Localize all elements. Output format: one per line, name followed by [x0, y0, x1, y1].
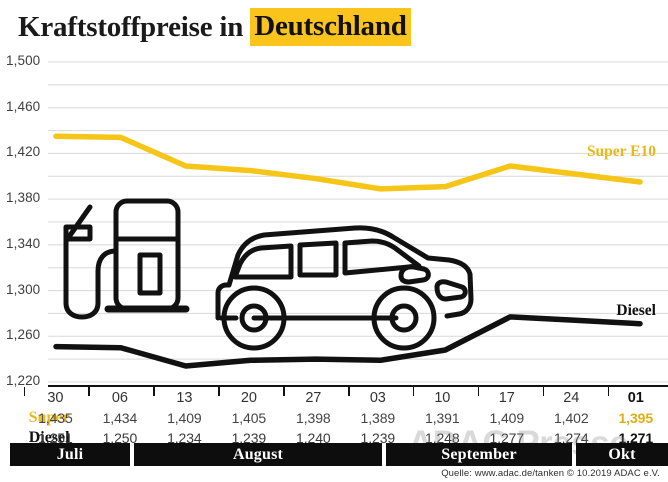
table-row-label-diesel: Diesel: [28, 429, 70, 446]
y-axis-tick-label: 1,420: [6, 144, 41, 160]
month-bar: September: [386, 443, 572, 466]
x-axis-tick: [607, 387, 610, 396]
y-axis-tick-label: 1,340: [6, 235, 41, 251]
series-line-super-e10: [53, 133, 643, 192]
title-highlight-text: Deutschland: [250, 8, 411, 46]
x-axis-tick: [153, 387, 155, 396]
table-cell: 1,271: [618, 430, 654, 446]
table-cell: 1,395: [618, 410, 654, 426]
chart-plot-area: 1,220 1,260 1,300 1,340 1,380 1,420 1,460 1,500: [0, 53, 668, 388]
table-cell: 13: [176, 389, 193, 406]
x-axis-tick: [542, 387, 545, 396]
x-axis-tick: [348, 387, 350, 396]
month-bars: Juli August September Okt: [0, 443, 668, 467]
table-row-diesel: Diesel 1,251 1,250 1,234 1,239 1,240 1,239 1,2…: [0, 428, 668, 448]
table-cell: 06: [111, 389, 128, 406]
series-label-super: Super E10: [586, 143, 656, 160]
table-cell: 1,409: [489, 410, 525, 426]
month-bar: Juli: [10, 443, 130, 466]
x-axis-tick: [477, 387, 480, 396]
table-row-label-super: Super: [28, 409, 70, 426]
table-cell: 01: [627, 389, 644, 406]
y-axis-tick-label: 1,260: [6, 327, 41, 343]
table-cell: 1,239: [360, 430, 396, 446]
series-label-diesel: Diesel: [616, 302, 656, 319]
table-cell: 1,274: [553, 430, 589, 446]
table-cell: 27: [305, 389, 322, 406]
table-cell: 30: [47, 389, 64, 406]
table-cell: 1,248: [425, 430, 460, 446]
chart-illustrations: [63, 198, 474, 351]
table-row-super: Super 1,435 1,434 1,409 1,405 1,398 1,389 1,39…: [0, 408, 668, 428]
x-axis-tick: [283, 387, 285, 396]
x-axis-tick: [412, 387, 415, 396]
month-bar-label: September: [441, 445, 517, 463]
chart-series: [53, 133, 643, 369]
table-cell: 1,434: [102, 410, 138, 426]
title-main-text: Kraftstoffpreise in: [18, 10, 244, 43]
table-row-dates: 30 06 13 20 27 03 10 17 24 01: [0, 387, 668, 408]
table-cell: 1,409: [167, 410, 202, 426]
table-cell: 1,234: [167, 430, 202, 446]
x-axis-tick: [23, 387, 26, 396]
table-cell: 1,389: [360, 410, 396, 426]
month-bar: August: [134, 443, 382, 466]
table-cell: 1,250: [102, 430, 138, 446]
y-axis-tick-label: 1,300: [6, 281, 41, 297]
fuel-pump-icon: [63, 198, 190, 320]
month-bar-label: August: [232, 445, 284, 463]
y-axis-tick-label: 1,500: [6, 53, 41, 68]
table-cell: 1,398: [296, 410, 331, 426]
y-axis-tick-label: 1,380: [6, 190, 41, 206]
table-cell: 17: [498, 389, 515, 406]
y-axis-tick-label: 1,220: [6, 373, 41, 388]
table-cell: 10: [434, 389, 451, 406]
table-cell: 1,405: [231, 410, 267, 426]
x-axis-line: [48, 385, 668, 387]
x-axis-tick: [88, 387, 91, 396]
table-cell: 1,435: [38, 410, 73, 426]
table-cell: 20: [240, 389, 257, 406]
series-line-diesel: [53, 314, 643, 369]
table-cell: 24: [563, 389, 580, 406]
car-icon: [215, 225, 474, 351]
month-bar-label: Juli: [56, 445, 84, 463]
table-cell: 03: [369, 389, 386, 406]
table-cell: 1,277: [489, 430, 525, 446]
table-cell: 1,402: [553, 410, 589, 426]
month-bar-label: Okt: [608, 445, 636, 463]
table-cell: 1,239: [231, 430, 267, 446]
x-axis-tick: [218, 387, 220, 396]
source-note: Quelle: www.adac.de/tanken © 10.2019 ADA…: [441, 468, 660, 479]
table-cell: 1,251: [38, 430, 73, 446]
y-axis-tick-label: 1,460: [6, 98, 41, 114]
table-cell: 1,391: [425, 410, 460, 426]
month-bar: Okt: [576, 443, 668, 466]
table-cell: 1,240: [296, 430, 331, 446]
data-table: 30 06 13 20 27 03 10 17 24 01 Super 1,435 1,434 1,4…: [0, 387, 668, 448]
page-title: Kraftstoffpreise in Deutschland: [18, 8, 411, 46]
x-axis-ticks: [0, 387, 668, 397]
